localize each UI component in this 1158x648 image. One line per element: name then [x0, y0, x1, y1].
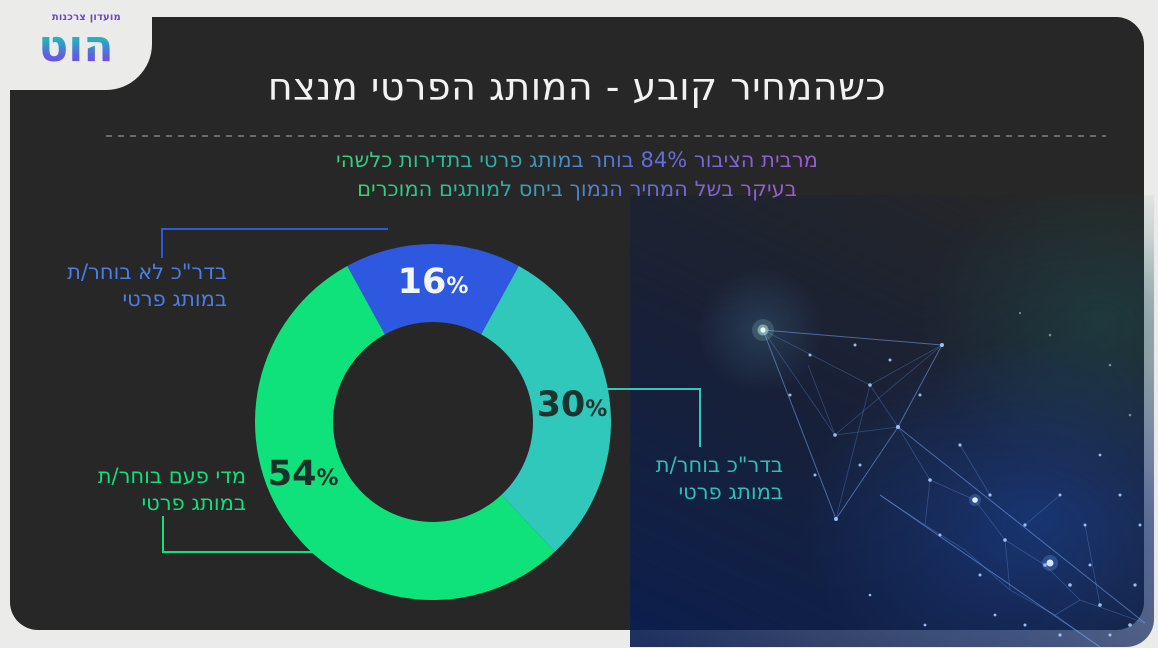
- insight-line-1: מרבית הציבור 84% בוחר במותג פרטי בתדירות…: [10, 146, 1144, 175]
- callout-label-line: במותג פרטי: [141, 491, 246, 515]
- network-arrow-graphic: [752, 311, 1146, 647]
- dashed-divider: [106, 135, 1106, 137]
- hot-logo: מועדון צרכנות הוט: [28, 12, 124, 71]
- callout-label-line: מדי פעם בוחר/ת: [97, 464, 246, 488]
- donut-slice: [347, 244, 519, 335]
- callout-label-line: בדר"כ בוחר/ת: [655, 453, 783, 477]
- callout-label-usually-private-brand: בדר"כ בוחר/ת במותג פרטי: [656, 452, 783, 506]
- slice-value-label: 30%: [536, 384, 608, 425]
- slice-value-label: 16%: [397, 262, 469, 302]
- callout-label-no-private-brand: בדר"כ לא בוחר/ת במותג פרטי: [67, 259, 227, 313]
- donut-slice: [481, 266, 611, 552]
- logo-notch: מועדון צרכנות הוט: [0, 0, 152, 90]
- slice-value-label: 54%: [267, 454, 339, 495]
- insight-line-2: בעיקר בשל המחיר הנמוך ביחס למותגים המוכר…: [10, 175, 1144, 204]
- callout-label-sometimes-private-brand: מדי פעם בוחר/ת במותג פרטי: [98, 463, 246, 517]
- callout-label-line: במותג פרטי: [122, 287, 227, 311]
- page-title: כשהמחיר קובע - המותג הפרטי מנצח: [267, 65, 887, 109]
- logo-brand-text: הוט: [28, 23, 124, 71]
- donut-value-labels: 16% 30% 54%: [253, 242, 613, 602]
- callout-label-line: בדר"כ לא בוחר/ת: [67, 260, 227, 284]
- donut-chart: 16% 30% 54%: [253, 242, 613, 602]
- logo-tagline: מועדון צרכנות: [51, 12, 121, 23]
- insight-text: מרבית הציבור 84% בוחר במותג פרטי בתדירות…: [10, 146, 1144, 204]
- callout-label-line: במותג פרטי: [678, 480, 783, 504]
- slide-card: כשהמחיר קובע - המותג הפרטי מנצח מרבית הצ…: [10, 17, 1154, 647]
- network-arrow-background: [630, 195, 1154, 647]
